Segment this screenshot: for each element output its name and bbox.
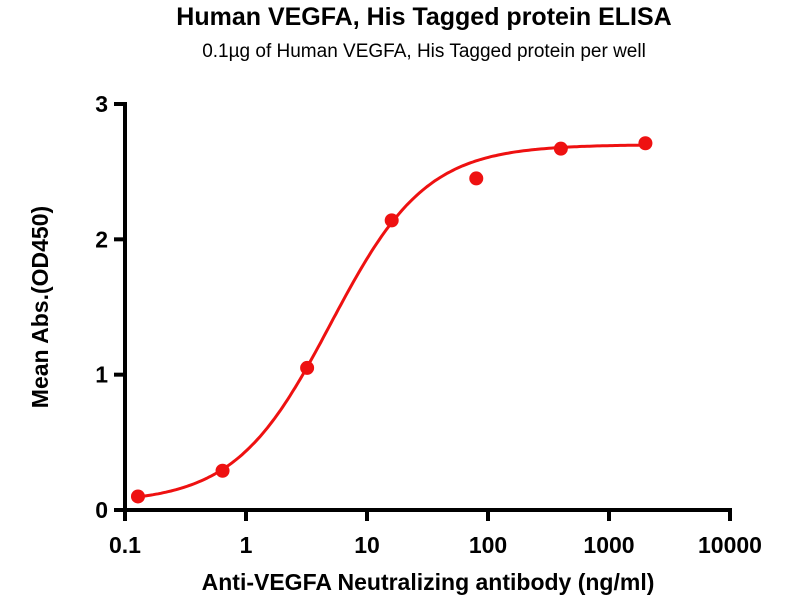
- y-axis-label: Mean Abs.(OD450): [27, 206, 53, 408]
- data-point: [215, 463, 230, 478]
- x-axis-label: Anti-VEGFA Neutralizing antibody (ng/ml): [202, 569, 655, 595]
- y-tick-label: 0: [95, 497, 108, 523]
- x-tick-label: 1000: [583, 532, 634, 558]
- data-point: [384, 213, 399, 228]
- data-point: [469, 171, 484, 186]
- x-tick-label: 10000: [698, 532, 762, 558]
- fit-curve: [137, 143, 646, 499]
- x-tick-label: 1: [240, 532, 253, 558]
- y-tick-label: 2: [95, 226, 108, 252]
- chart-title: Human VEGFA, His Tagged protein ELISA: [176, 3, 671, 31]
- chart-subtitle: 0.1µg of Human VEGFA, His Tagged protein…: [202, 41, 646, 62]
- x-tick-label: 100: [469, 532, 507, 558]
- data-point: [638, 136, 653, 151]
- x-tick-label: 0.1: [109, 532, 141, 558]
- data-point: [130, 489, 145, 504]
- data-point: [553, 141, 568, 156]
- y-tick-label: 1: [95, 362, 108, 388]
- x-tick-label: 10: [354, 532, 380, 558]
- y-tick-label: 3: [95, 91, 108, 117]
- data-point: [300, 360, 315, 375]
